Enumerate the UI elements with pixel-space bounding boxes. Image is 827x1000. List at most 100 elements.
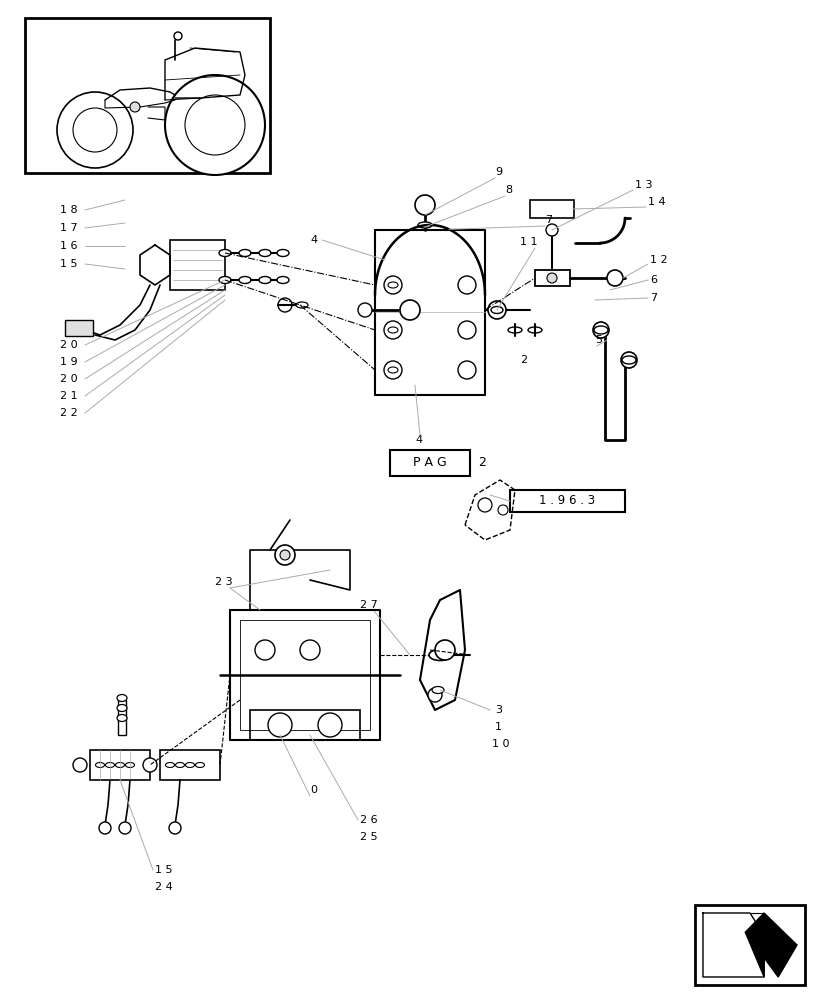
Ellipse shape (428, 650, 451, 660)
Bar (534, 270, 569, 286)
Text: 1 9: 1 9 (60, 357, 78, 367)
Text: 8: 8 (504, 185, 512, 195)
Circle shape (592, 322, 609, 338)
Text: 0: 0 (309, 785, 317, 795)
Bar (170, 240, 225, 290)
Circle shape (399, 300, 419, 320)
Ellipse shape (388, 367, 398, 373)
Ellipse shape (259, 249, 270, 256)
Ellipse shape (239, 249, 251, 256)
Circle shape (299, 640, 319, 660)
Circle shape (318, 713, 342, 737)
Text: 2: 2 (519, 355, 527, 365)
Circle shape (165, 75, 265, 175)
Polygon shape (702, 913, 763, 977)
Bar (118, 700, 126, 735)
Ellipse shape (277, 276, 289, 284)
Bar (390, 450, 470, 476)
Ellipse shape (185, 762, 194, 768)
Bar (25, 18, 270, 173)
Circle shape (497, 505, 508, 515)
Circle shape (384, 321, 402, 339)
Text: 2 2: 2 2 (60, 408, 78, 418)
Circle shape (457, 321, 476, 339)
Bar (160, 750, 220, 780)
Ellipse shape (218, 249, 231, 256)
Text: 4: 4 (309, 235, 317, 245)
Bar (694, 905, 804, 985)
Bar (240, 620, 370, 730)
Circle shape (547, 273, 557, 283)
Text: 3: 3 (495, 705, 501, 715)
Circle shape (606, 270, 622, 286)
Ellipse shape (490, 306, 502, 314)
Ellipse shape (195, 762, 204, 768)
Text: 1 4: 1 4 (648, 197, 665, 207)
Text: P A G: P A G (413, 456, 447, 470)
Circle shape (174, 32, 182, 40)
Bar (90, 750, 150, 780)
Text: 6: 6 (649, 275, 656, 285)
Ellipse shape (388, 327, 398, 333)
Ellipse shape (418, 222, 432, 228)
Ellipse shape (259, 276, 270, 284)
Circle shape (73, 758, 87, 772)
Circle shape (384, 276, 402, 294)
Bar (250, 710, 360, 740)
Ellipse shape (126, 762, 134, 768)
Text: 2 1: 2 1 (60, 391, 78, 401)
Text: 2 5: 2 5 (360, 832, 377, 842)
Text: 1 1: 1 1 (519, 237, 537, 247)
Circle shape (119, 822, 131, 834)
Bar (65, 320, 93, 336)
Text: 2 6: 2 6 (360, 815, 377, 825)
Circle shape (477, 498, 491, 512)
Circle shape (99, 822, 111, 834)
Text: 1 . 9 6 . 3: 1 . 9 6 . 3 (538, 494, 595, 508)
Text: 1 3: 1 3 (634, 180, 652, 190)
Ellipse shape (117, 694, 127, 702)
Ellipse shape (175, 762, 184, 768)
Ellipse shape (277, 249, 289, 256)
Text: 1: 1 (495, 722, 501, 732)
Ellipse shape (593, 326, 607, 334)
Ellipse shape (95, 762, 104, 768)
Circle shape (275, 545, 294, 565)
Ellipse shape (105, 762, 114, 768)
Circle shape (280, 550, 289, 560)
Circle shape (457, 276, 476, 294)
Text: 7: 7 (649, 293, 657, 303)
Ellipse shape (165, 762, 174, 768)
Circle shape (384, 361, 402, 379)
Ellipse shape (388, 282, 398, 288)
Ellipse shape (218, 276, 231, 284)
Text: 1 2: 1 2 (649, 255, 667, 265)
Ellipse shape (621, 356, 635, 364)
Circle shape (357, 303, 371, 317)
Circle shape (268, 713, 292, 737)
Ellipse shape (115, 762, 124, 768)
Text: 7: 7 (544, 215, 552, 225)
Ellipse shape (432, 686, 443, 694)
Text: 1 8: 1 8 (60, 205, 78, 215)
Polygon shape (744, 913, 796, 977)
Circle shape (487, 301, 505, 319)
Text: 1 0: 1 0 (491, 739, 509, 749)
Bar (529, 200, 573, 218)
Circle shape (169, 822, 181, 834)
Circle shape (57, 92, 133, 168)
Ellipse shape (528, 327, 542, 333)
Text: 2 7: 2 7 (360, 600, 377, 610)
Circle shape (143, 758, 157, 772)
Ellipse shape (508, 327, 521, 333)
Text: 2 3: 2 3 (215, 577, 232, 587)
Bar (509, 490, 624, 512)
Circle shape (130, 102, 140, 112)
Circle shape (620, 352, 636, 368)
Text: 4: 4 (414, 435, 422, 445)
Circle shape (278, 298, 292, 312)
Circle shape (545, 224, 557, 236)
Text: 1 5: 1 5 (155, 865, 172, 875)
Text: 2 0: 2 0 (60, 374, 78, 384)
Ellipse shape (117, 714, 127, 722)
